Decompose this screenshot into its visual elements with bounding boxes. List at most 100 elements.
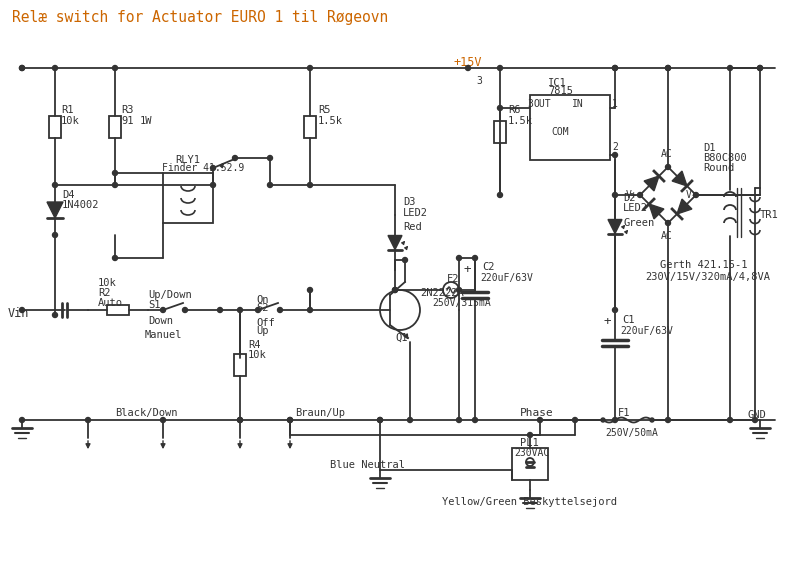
Text: 220uF/63V: 220uF/63V <box>620 326 673 336</box>
Text: 220uF/63V: 220uF/63V <box>480 273 533 283</box>
Circle shape <box>378 418 382 422</box>
Circle shape <box>393 288 398 292</box>
Text: V-: V- <box>686 190 698 200</box>
Circle shape <box>613 418 618 422</box>
Circle shape <box>666 66 670 71</box>
Text: TR1: TR1 <box>760 210 778 220</box>
Circle shape <box>601 418 605 422</box>
Text: GND: GND <box>747 410 766 420</box>
Circle shape <box>473 418 478 422</box>
Circle shape <box>727 418 733 422</box>
Text: 1: 1 <box>612 99 618 109</box>
Circle shape <box>53 233 58 237</box>
Circle shape <box>113 66 118 71</box>
Circle shape <box>613 193 618 198</box>
Circle shape <box>278 307 282 313</box>
Text: Black/Down: Black/Down <box>115 408 178 418</box>
Text: OUT: OUT <box>534 99 552 109</box>
Text: 1.5k: 1.5k <box>508 116 533 126</box>
Bar <box>109 115 121 137</box>
Text: On: On <box>256 295 269 305</box>
Text: 1N4002: 1N4002 <box>62 200 99 210</box>
Text: C1: C1 <box>622 315 634 325</box>
Text: 1W: 1W <box>140 116 153 126</box>
Text: Yellow/Green Beskyttelsejord: Yellow/Green Beskyttelsejord <box>442 497 617 507</box>
Text: Relæ switch for Actuator EURO 1 til Røgeovn: Relæ switch for Actuator EURO 1 til Røge… <box>12 10 388 25</box>
Text: R1: R1 <box>61 105 74 115</box>
Circle shape <box>613 66 618 71</box>
Text: Green: Green <box>623 218 654 228</box>
Polygon shape <box>608 219 622 234</box>
Text: 2: 2 <box>612 142 618 152</box>
Circle shape <box>613 153 618 158</box>
Text: R5: R5 <box>318 105 330 115</box>
Text: +: + <box>463 263 470 276</box>
Text: 10k: 10k <box>248 350 266 360</box>
Text: 91: 91 <box>121 116 134 126</box>
Text: 3: 3 <box>527 99 533 109</box>
Polygon shape <box>47 202 63 218</box>
Circle shape <box>238 307 242 313</box>
Circle shape <box>638 193 642 198</box>
Text: V+: V+ <box>626 190 638 200</box>
Text: R3: R3 <box>121 105 134 115</box>
Circle shape <box>182 307 187 313</box>
Text: R4: R4 <box>248 340 261 350</box>
Polygon shape <box>677 199 692 214</box>
Circle shape <box>538 418 542 422</box>
Circle shape <box>19 66 25 71</box>
Text: D2: D2 <box>623 193 635 203</box>
Circle shape <box>53 66 58 71</box>
Circle shape <box>457 256 462 260</box>
Text: R6: R6 <box>508 105 521 115</box>
Circle shape <box>666 66 670 71</box>
Circle shape <box>267 155 273 161</box>
Circle shape <box>758 66 762 71</box>
Circle shape <box>402 258 407 263</box>
Circle shape <box>527 433 533 437</box>
Circle shape <box>666 418 670 422</box>
Bar <box>107 305 129 315</box>
Circle shape <box>113 183 118 187</box>
Text: 230VAC: 230VAC <box>514 448 550 458</box>
Text: D1: D1 <box>703 143 715 153</box>
Circle shape <box>19 307 25 313</box>
Circle shape <box>161 418 166 422</box>
Bar <box>530 95 610 160</box>
Text: Auto: Auto <box>98 298 123 308</box>
Text: F1: F1 <box>618 408 630 418</box>
Circle shape <box>287 418 293 422</box>
Text: Q1: Q1 <box>395 333 407 343</box>
Text: S2: S2 <box>256 303 269 313</box>
Text: COM: COM <box>551 127 569 137</box>
Polygon shape <box>644 176 659 191</box>
Text: IC1: IC1 <box>548 78 566 88</box>
Circle shape <box>307 307 313 313</box>
Text: 1.5k: 1.5k <box>318 116 343 126</box>
Text: Vin: Vin <box>8 307 30 320</box>
Text: S1: S1 <box>148 300 161 310</box>
Circle shape <box>113 256 118 260</box>
Text: 7815: 7815 <box>548 86 573 96</box>
Circle shape <box>255 307 261 313</box>
Text: B80C800: B80C800 <box>703 153 746 163</box>
Text: Up: Up <box>256 326 269 336</box>
Bar <box>304 115 316 137</box>
Text: +: + <box>603 315 610 328</box>
Text: 230V/15V/320mA/4,8VA: 230V/15V/320mA/4,8VA <box>645 272 770 282</box>
Text: Phase: Phase <box>520 408 554 418</box>
Circle shape <box>233 155 238 161</box>
Text: D4: D4 <box>62 190 74 200</box>
Text: C2: C2 <box>482 262 494 272</box>
Circle shape <box>573 418 578 422</box>
Circle shape <box>457 418 462 422</box>
Circle shape <box>307 66 313 71</box>
Circle shape <box>473 256 478 260</box>
Circle shape <box>19 66 25 71</box>
Text: PL1: PL1 <box>520 438 538 448</box>
Circle shape <box>307 183 313 187</box>
Text: Blue Neutral: Blue Neutral <box>330 460 405 470</box>
Bar <box>234 354 246 376</box>
Text: 2N2222A: 2N2222A <box>420 288 464 298</box>
Circle shape <box>498 66 502 71</box>
